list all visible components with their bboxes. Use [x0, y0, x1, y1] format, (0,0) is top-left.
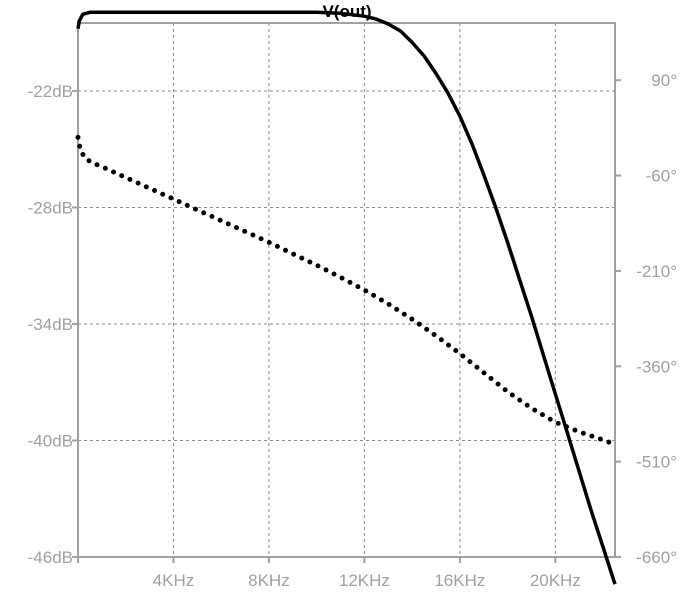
y-right-tick-label: -210°: [636, 262, 677, 281]
x-tick-label: 20KHz: [530, 571, 581, 590]
plot-frame: [77, 22, 616, 558]
y-left-tick-label: -40dB: [28, 431, 73, 450]
y-right-tick-label: -660°: [636, 548, 677, 567]
y-left-tick-label: -46dB: [28, 548, 73, 567]
series-layer: [75, 10, 618, 585]
axis-layer: 4KHz 8KHz 12KHz 16KHz 20KHz -22dB -28dB -34dB -4…: [28, 71, 677, 590]
chart-title: V(out): [322, 2, 371, 21]
phase-series-line: [75, 134, 618, 447]
grid-layer: [78, 23, 615, 557]
y-right-tick-label: -60°: [646, 167, 677, 186]
magnitude-series-line: [76, 10, 617, 585]
x-tick-label: 4KHz: [153, 571, 195, 590]
x-tick-label: 8KHz: [248, 571, 290, 590]
y-left-tick-label: -28dB: [28, 198, 73, 217]
y-right-tick-label: 90°: [651, 71, 677, 90]
y-right-tick-label: -510°: [636, 453, 677, 472]
y-left-tick-label: -34dB: [28, 315, 73, 334]
x-tick-label: 16KHz: [434, 571, 485, 590]
x-tick-label: 12KHz: [339, 571, 390, 590]
y-left-tick-label: -22dB: [28, 82, 73, 101]
y-right-tick-label: -360°: [636, 357, 677, 376]
